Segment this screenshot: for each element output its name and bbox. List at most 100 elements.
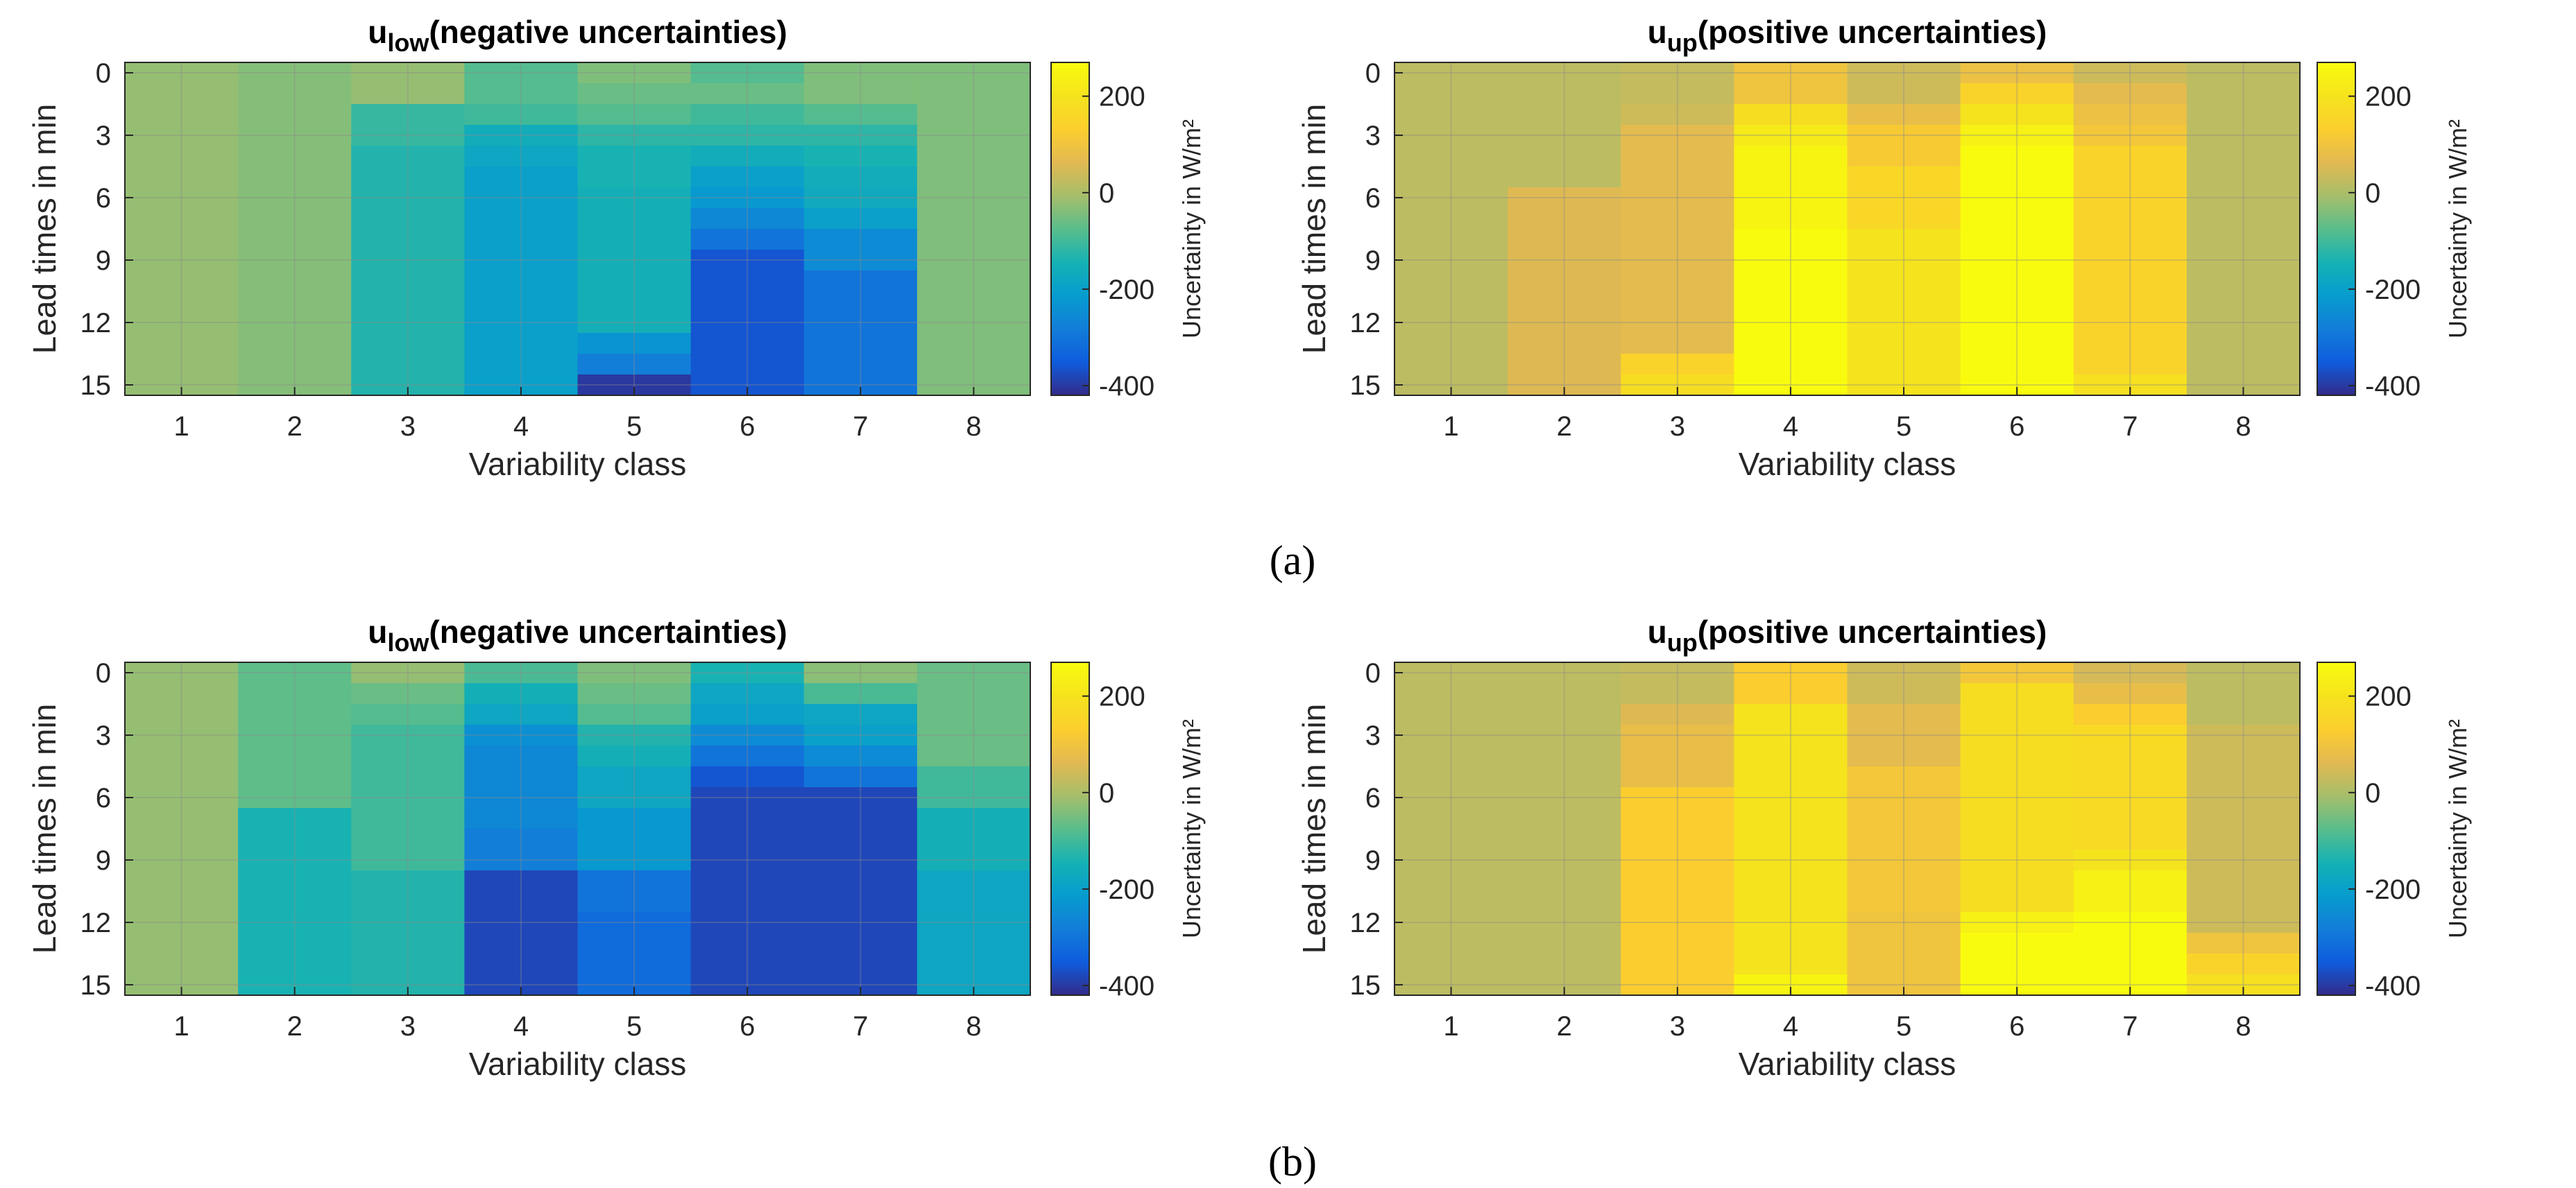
heatmap-cells — [125, 662, 1031, 996]
colorbar-segment — [2317, 809, 2355, 813]
colorbar-segment — [2317, 801, 2355, 804]
colorbar-tick-label: -200 — [1099, 875, 1154, 905]
y-tick-label: 15 — [80, 970, 112, 1001]
colorbar-segment — [1051, 856, 1089, 860]
colorbar-segment — [2317, 373, 2355, 377]
colorbar-segment — [1051, 965, 1089, 968]
colorbar-segment — [2317, 251, 2355, 255]
heatmap-cell — [1734, 291, 1848, 313]
colorbar-segment — [1051, 881, 1089, 885]
heatmap-cell — [1508, 354, 1621, 375]
heatmap-cell — [125, 125, 239, 146]
heatmap-cell — [577, 933, 692, 954]
colorbar-tick-label: -400 — [1099, 971, 1154, 1001]
title-rest: (negative uncertainties) — [429, 614, 787, 650]
colorbar-segment — [1051, 823, 1089, 827]
colorbar-segment — [2317, 790, 2355, 793]
heatmap-cell — [1960, 662, 2074, 684]
heatmap-cell — [464, 954, 579, 975]
colorbar-label: Uncertainty in W/m² — [1177, 119, 1206, 338]
heatmap-cell — [464, 187, 579, 209]
heatmap-cell — [1508, 704, 1621, 725]
heatmap-cell — [1394, 746, 1508, 767]
colorbar-segment — [2317, 268, 2355, 271]
colorbar-segment — [2317, 906, 2355, 910]
heatmap-cell — [803, 104, 918, 126]
colorbar-segment — [1051, 290, 1089, 293]
heatmap-cell — [1621, 954, 1734, 975]
y-tick-label: 0 — [96, 58, 111, 89]
heatmap-cell — [464, 766, 579, 788]
heatmap-cell — [464, 891, 579, 913]
grid-lines — [125, 662, 1030, 995]
heatmap-cell — [1847, 933, 1961, 954]
colorbar-segment — [1051, 879, 1089, 882]
colorbar-segment — [1051, 184, 1089, 188]
colorbar-segment — [2317, 685, 2355, 688]
colorbar-segment — [2317, 737, 2355, 741]
heatmap-cell — [351, 187, 465, 209]
colorbar-segment — [1051, 715, 1089, 718]
colorbar-segment — [1051, 815, 1089, 818]
x-tick-label: 2 — [287, 1011, 302, 1042]
heatmap-cell — [577, 766, 692, 788]
heatmap-cell — [1960, 83, 2074, 105]
heatmap-cell — [803, 954, 918, 975]
heatmap-cell — [690, 829, 805, 850]
heatmap-cell — [803, 291, 918, 313]
colorbar-segment — [1051, 137, 1089, 141]
plot-frame — [1394, 62, 2301, 396]
heatmap-cell — [125, 208, 239, 230]
colorbar-segment — [1051, 929, 1089, 932]
heatmap-cell — [351, 208, 465, 230]
heatmap-cell — [690, 808, 805, 829]
heatmap-cell — [238, 62, 352, 84]
colorbar-segment — [2317, 118, 2355, 121]
heatmap-cell — [351, 250, 465, 271]
colorbar-segment — [2317, 359, 2355, 363]
colorbar-segment — [2317, 754, 2355, 757]
colorbar-segment — [2317, 315, 2355, 318]
colorbar-segment — [2317, 190, 2355, 193]
colorbar-segment — [2317, 909, 2355, 913]
colorbar-segment — [2317, 890, 2355, 893]
colorbar-segment — [1051, 87, 1089, 91]
colorbar-tick-label: -400 — [2365, 971, 2421, 1001]
colorbar-segment — [2317, 148, 2355, 152]
heatmap-cell — [1621, 662, 1734, 684]
heatmap-cell — [916, 187, 1031, 209]
colorbar-tick-label: 200 — [1099, 682, 1145, 712]
heatmap-cell — [125, 83, 239, 105]
colorbar-segment — [2317, 771, 2355, 774]
heatmap-cell — [1394, 704, 1508, 725]
colorbar-segment — [1051, 762, 1089, 766]
heatmap-cell — [238, 870, 352, 892]
heatmap-cell — [351, 787, 465, 809]
heatmap-cell — [351, 954, 465, 975]
y-axis-label: Lead times in min — [26, 704, 62, 954]
colorbar-segment — [1051, 334, 1089, 338]
colorbar-segment — [2317, 979, 2355, 982]
heatmap-cell — [351, 933, 465, 954]
colorbar-segment — [1051, 248, 1089, 252]
heatmap-cell — [125, 104, 239, 126]
heatmap-cell — [351, 808, 465, 829]
colorbar-segment — [2317, 893, 2355, 896]
heatmap-cell — [577, 125, 692, 146]
heatmap-cell — [2186, 808, 2301, 829]
heatmap-cell — [1960, 954, 2074, 975]
heatmap-cell — [125, 933, 239, 954]
colorbar-segment — [1051, 790, 1089, 793]
colorbar-segment — [1051, 362, 1089, 365]
heatmap-cell — [1960, 787, 2074, 809]
colorbar-segment — [1051, 201, 1089, 205]
colorbar-segment — [2317, 834, 2355, 838]
heatmap-cell — [238, 208, 352, 230]
heatmap-cell — [351, 912, 465, 933]
heatmap-cell — [1847, 333, 1961, 354]
heatmap-cell — [916, 250, 1031, 271]
x-tick-label: 5 — [626, 1011, 642, 1042]
colorbar-segment — [2317, 782, 2355, 785]
colorbar-segment — [1051, 751, 1089, 755]
heatmap-cell — [2186, 83, 2301, 105]
